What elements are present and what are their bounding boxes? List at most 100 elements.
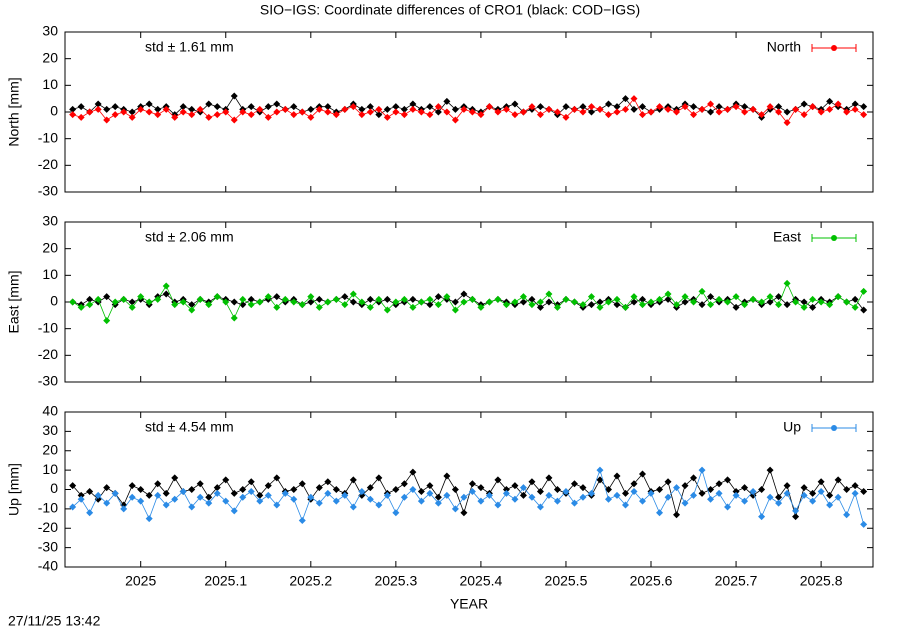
data-point xyxy=(349,298,357,306)
legend-marker xyxy=(831,235,837,241)
data-point xyxy=(775,103,783,111)
data-point xyxy=(205,301,213,309)
data-point xyxy=(690,111,698,119)
data-point xyxy=(698,105,706,113)
data-point xyxy=(273,100,281,108)
data-point xyxy=(451,505,459,513)
data-point xyxy=(290,111,298,119)
data-point xyxy=(324,103,332,111)
data-point xyxy=(400,295,408,303)
data-point xyxy=(553,108,561,116)
data-point xyxy=(545,290,553,298)
data-point xyxy=(213,293,221,301)
data-point xyxy=(698,287,706,295)
data-point xyxy=(213,103,221,111)
data-point xyxy=(587,293,595,301)
data-point xyxy=(179,103,187,111)
data-point xyxy=(77,495,85,503)
data-point xyxy=(247,295,255,303)
data-point xyxy=(69,503,77,511)
data-point xyxy=(528,295,536,303)
data-point xyxy=(230,314,238,322)
data-point xyxy=(128,108,136,116)
data-point xyxy=(366,108,374,116)
data-point xyxy=(775,301,783,309)
data-point xyxy=(213,111,221,119)
data-point xyxy=(332,111,340,119)
data-point xyxy=(817,298,825,306)
data-point xyxy=(783,108,791,116)
data-point xyxy=(775,108,783,116)
data-point xyxy=(188,306,196,314)
data-point xyxy=(434,108,442,116)
data-point xyxy=(698,301,706,309)
data-point xyxy=(315,295,323,303)
data-point xyxy=(358,487,366,495)
data-point xyxy=(383,306,391,314)
data-point xyxy=(188,111,196,119)
data-point xyxy=(366,295,374,303)
data-point xyxy=(851,100,859,108)
data-point xyxy=(826,491,834,499)
data-point xyxy=(639,301,647,309)
data-point xyxy=(681,103,689,111)
data-point xyxy=(273,293,281,301)
data-point xyxy=(724,105,732,113)
data-point xyxy=(502,486,510,493)
data-point xyxy=(315,303,323,311)
data-point xyxy=(77,303,85,311)
data-point xyxy=(426,301,434,309)
y-tick-label: 10 xyxy=(42,461,58,477)
data-point xyxy=(511,495,519,503)
data-point xyxy=(647,108,655,116)
data-point xyxy=(519,484,527,492)
data-point xyxy=(741,301,749,309)
data-point xyxy=(366,103,374,111)
data-point xyxy=(366,495,374,503)
data-point xyxy=(392,486,400,493)
data-point xyxy=(434,103,442,111)
data-point xyxy=(817,478,825,486)
data-point xyxy=(205,499,213,507)
data-point xyxy=(843,108,851,116)
data-point xyxy=(673,484,681,492)
data-point xyxy=(366,303,374,311)
data-point xyxy=(536,487,544,495)
data-point xyxy=(621,95,629,103)
data-point xyxy=(502,301,510,309)
data-point xyxy=(137,497,145,505)
data-point xyxy=(103,317,111,325)
data-point xyxy=(264,293,272,301)
data-point xyxy=(502,105,510,113)
data-point xyxy=(400,493,408,501)
data-point xyxy=(792,513,800,521)
data-point xyxy=(230,298,238,306)
data-point xyxy=(434,499,442,507)
y-tick-label: 40 xyxy=(42,403,58,419)
data-point xyxy=(239,108,247,116)
data-point xyxy=(698,489,706,497)
data-point xyxy=(451,306,459,314)
data-point xyxy=(621,489,629,497)
data-point xyxy=(630,293,638,301)
data-point xyxy=(145,100,153,108)
data-point xyxy=(451,298,459,306)
data-point xyxy=(324,298,332,306)
data-point xyxy=(324,489,332,497)
data-point xyxy=(766,293,774,301)
data-point xyxy=(809,489,817,497)
data-point xyxy=(826,97,834,105)
data-point xyxy=(434,301,442,309)
data-point xyxy=(103,484,111,492)
y-tick-label: 0 xyxy=(50,103,58,119)
y-tick-label: 30 xyxy=(42,23,58,39)
data-point xyxy=(137,293,145,301)
data-point xyxy=(409,295,417,303)
data-point xyxy=(375,111,383,119)
data-point xyxy=(375,474,383,482)
x-tick-label: 2025.7 xyxy=(715,573,758,589)
data-point xyxy=(604,495,612,503)
data-point xyxy=(579,484,587,492)
data-point xyxy=(290,495,298,503)
